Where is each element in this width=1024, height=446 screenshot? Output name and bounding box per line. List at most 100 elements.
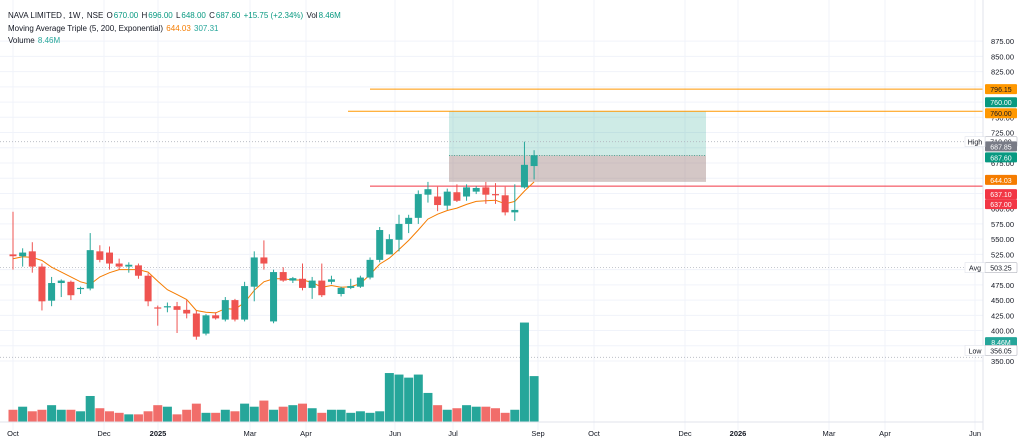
candle-body bbox=[231, 300, 239, 320]
candle-body bbox=[472, 187, 480, 192]
candle bbox=[28, 242, 36, 273]
volume-bar bbox=[124, 414, 134, 422]
candle-body bbox=[443, 191, 451, 206]
exchange: NSE bbox=[86, 11, 104, 20]
candle bbox=[318, 263, 326, 298]
candle-body bbox=[318, 280, 326, 296]
candle bbox=[405, 214, 413, 234]
volume-bar bbox=[153, 405, 163, 422]
candle-body bbox=[183, 309, 191, 314]
candle bbox=[106, 246, 113, 270]
price-tag: 503.25 bbox=[984, 262, 1018, 273]
candle-body bbox=[125, 264, 133, 267]
candle bbox=[289, 276, 297, 284]
price-tag-label: 8.46M bbox=[991, 340, 1011, 347]
indicator-row[interactable]: Moving Average Triple (5, 200, Exponenti… bbox=[8, 23, 342, 36]
price-tag: 687.85 bbox=[985, 141, 1017, 152]
candle bbox=[434, 186, 442, 212]
price-tick-label: 350.00 bbox=[991, 357, 1014, 366]
candle bbox=[530, 150, 538, 180]
candle bbox=[57, 279, 65, 298]
volume-bar bbox=[519, 322, 529, 422]
volume-bar bbox=[18, 406, 28, 422]
price-tag: 637.00 bbox=[985, 199, 1017, 210]
time-tick-label: Dec bbox=[97, 429, 111, 438]
price-tag-bg bbox=[985, 199, 1017, 210]
interval[interactable]: 1W bbox=[68, 11, 81, 20]
volume-bar bbox=[529, 376, 539, 422]
candle bbox=[212, 312, 220, 320]
volume-bar bbox=[27, 411, 37, 422]
candle-body bbox=[28, 251, 36, 267]
volume-bar bbox=[172, 414, 182, 422]
candle-body bbox=[173, 306, 181, 310]
volume-bar bbox=[384, 373, 394, 422]
volume-bar bbox=[162, 406, 172, 422]
candle bbox=[443, 188, 451, 210]
candle-body bbox=[289, 278, 297, 281]
candle bbox=[453, 184, 461, 202]
candle-body bbox=[520, 164, 528, 188]
candle-body bbox=[48, 283, 56, 301]
level-tag-high: High bbox=[964, 136, 986, 147]
indicator-value-1: 644.03 bbox=[166, 23, 191, 33]
price-tag-bg bbox=[985, 174, 1017, 185]
candle bbox=[501, 186, 509, 216]
volume-bar bbox=[471, 406, 481, 422]
candle-body bbox=[86, 250, 94, 289]
volume-bar bbox=[66, 409, 76, 422]
price-tag-label: 760.00 bbox=[990, 111, 1012, 118]
time-tick-label: Jul bbox=[448, 429, 458, 438]
symbol-name[interactable]: NAVA LIMITED bbox=[8, 11, 62, 20]
candle bbox=[482, 181, 490, 204]
time-tick-label: Mar bbox=[823, 429, 836, 438]
time-tick-label: Sep bbox=[531, 429, 544, 438]
symbol-row[interactable]: NAVA LIMITED, 1W, NSE O670.00 H696.00 L6… bbox=[8, 11, 341, 20]
candle-body bbox=[241, 286, 249, 320]
candle-body bbox=[366, 259, 374, 278]
vol-value: 8.46M bbox=[318, 11, 341, 20]
candle bbox=[520, 141, 528, 189]
volume-value: 8.46M bbox=[37, 36, 61, 45]
volume-bar bbox=[249, 406, 259, 422]
time-tick-label: Jun bbox=[969, 429, 981, 438]
candle bbox=[366, 257, 374, 280]
volume-bar bbox=[326, 409, 336, 422]
candle-body bbox=[376, 230, 384, 260]
price-tag: 760.00 bbox=[985, 97, 1017, 108]
volume-bar bbox=[491, 408, 500, 422]
candle bbox=[347, 278, 355, 290]
time-tick-label: Jun bbox=[389, 429, 401, 438]
candle-body bbox=[347, 286, 355, 288]
price-axis: 350.00375.00400.00425.00450.00475.00500.… bbox=[982, 0, 1014, 430]
volume-bar bbox=[336, 409, 346, 422]
time-tick-label: Apr bbox=[300, 429, 312, 438]
close-label: C bbox=[209, 11, 215, 20]
indicator-name[interactable]: Moving Average Triple (5, 200, Exponenti… bbox=[8, 23, 164, 33]
candle-body bbox=[327, 279, 335, 282]
candle bbox=[163, 302, 171, 313]
volume-bar bbox=[452, 408, 462, 422]
candle bbox=[173, 301, 181, 333]
high-value: 696.00 bbox=[148, 11, 173, 20]
candle bbox=[144, 273, 152, 307]
candle-body bbox=[308, 280, 316, 288]
candle bbox=[260, 240, 268, 270]
price-tag-label: 644.03 bbox=[990, 178, 1012, 185]
candle-body bbox=[405, 217, 413, 224]
candle bbox=[492, 183, 499, 204]
horizontal-lines bbox=[0, 88, 983, 358]
volume-row[interactable]: Volume 8.46M bbox=[8, 35, 342, 48]
price-tick-label: 575.00 bbox=[991, 220, 1014, 229]
volume-label[interactable]: Volume bbox=[8, 36, 35, 45]
candle bbox=[9, 211, 17, 270]
candle-body bbox=[463, 187, 471, 197]
time-tick-label: Apr bbox=[879, 429, 891, 438]
candle-body bbox=[385, 239, 393, 255]
volume-bar bbox=[133, 414, 143, 422]
time-tick-label: 2026 bbox=[730, 429, 747, 438]
candle-body bbox=[221, 300, 229, 320]
candle-body bbox=[106, 252, 113, 264]
